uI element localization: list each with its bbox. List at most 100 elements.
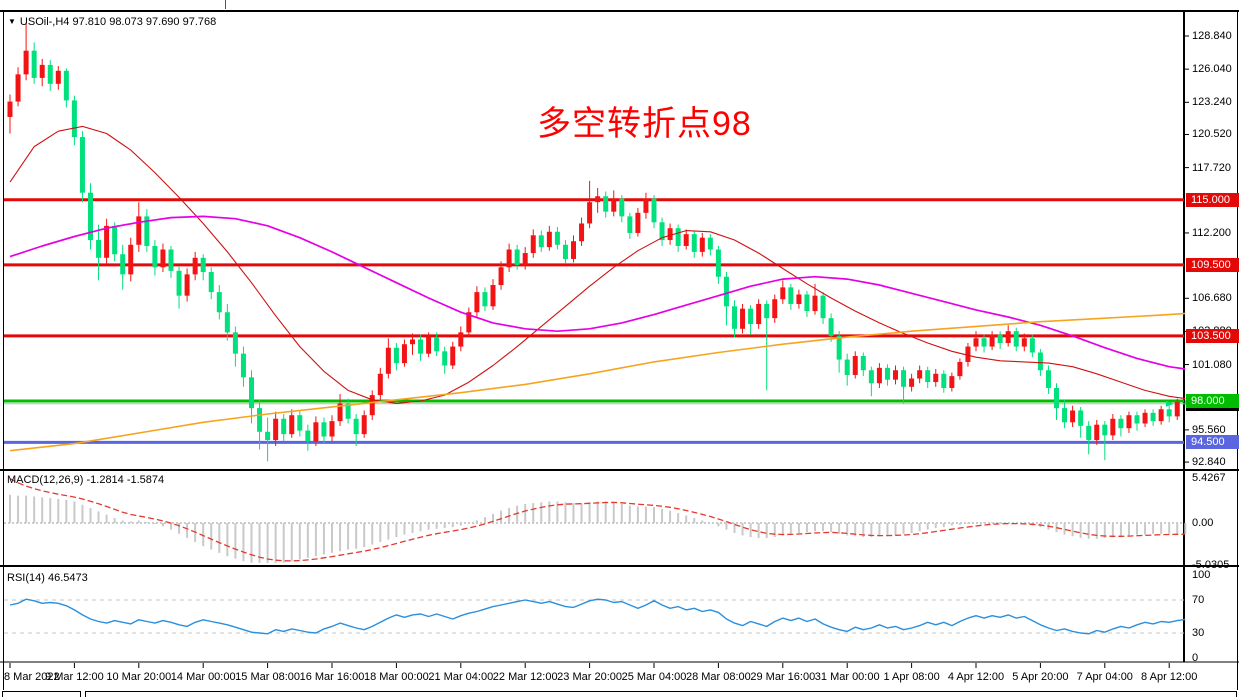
candle	[160, 249, 166, 268]
candle	[474, 292, 480, 313]
macd-axis-label: -5.0305	[1192, 558, 1230, 571]
time-axis-label: 31 Mar 00:00	[814, 671, 880, 683]
candle	[249, 377, 254, 409]
rsi-name: RSI(14)	[7, 572, 45, 584]
candle	[23, 50, 29, 75]
toolbar-divider	[225, 0, 226, 9]
candle	[1045, 370, 1051, 388]
candle	[273, 418, 279, 441]
symbol-header: ▼ USOil-,H4 97.810 98.073 97.690 97.768	[8, 15, 216, 29]
candle	[1150, 412, 1156, 422]
rsi-line	[9, 598, 1186, 635]
candle	[901, 370, 907, 387]
candle	[47, 64, 53, 84]
candle	[329, 421, 335, 437]
macd-axis-label: 0.00	[1192, 517, 1214, 529]
time-axis-label: 4 Apr 12:00	[947, 671, 1005, 683]
candle	[498, 267, 504, 286]
time-axis-label: 8 Apr 12:00	[1141, 671, 1198, 683]
price-tick-label: 126.040	[1192, 63, 1232, 76]
price-tick-label: 123.240	[1192, 96, 1232, 109]
price-tick-label: 128.840	[1192, 30, 1232, 42]
bottom-scroll-strip	[0, 690, 1239, 697]
candle	[546, 231, 552, 248]
candle	[868, 370, 874, 384]
candle	[965, 346, 971, 362]
candle	[884, 367, 890, 380]
macd-signal-line	[9, 478, 1186, 562]
price-tick-label: 120.520	[1192, 128, 1232, 141]
time-axis-label: 23 Mar 20:00	[557, 671, 623, 683]
candle	[39, 64, 45, 78]
candle	[224, 312, 230, 333]
candle	[804, 294, 810, 312]
candle	[715, 249, 721, 277]
candle	[1029, 338, 1035, 353]
candle	[418, 339, 424, 354]
candle	[1078, 410, 1084, 426]
ma-slow-line	[9, 312, 1186, 452]
candle	[377, 373, 383, 396]
candle	[667, 228, 673, 241]
time-axis-label: 1 Apr 08:00	[883, 671, 940, 683]
candle	[522, 253, 528, 265]
candle	[1174, 402, 1180, 417]
candle	[393, 347, 399, 364]
macd-axis-label: 5.4267	[1192, 471, 1226, 484]
window-left-border	[3, 11, 4, 690]
candle	[780, 287, 786, 300]
scrollbar-left-box[interactable]	[2, 691, 81, 697]
macd-values: -1.2814 -1.5874	[86, 474, 165, 486]
candle	[925, 370, 931, 383]
candle	[466, 312, 472, 333]
ma-medium-line	[9, 215, 1186, 370]
candle	[450, 346, 456, 366]
price-level-tag: 115.000	[1186, 192, 1239, 207]
candle	[63, 70, 69, 101]
scrollbar-track[interactable]	[85, 691, 1237, 697]
time-axis-label: 22 Mar 12:00	[492, 671, 558, 683]
candle	[120, 254, 126, 275]
candle	[619, 198, 625, 217]
candle	[240, 353, 246, 378]
candle	[426, 337, 432, 354]
window-right-border	[1237, 11, 1238, 690]
candle	[723, 276, 729, 307]
rsi-axis-label: 70	[1192, 594, 1205, 606]
time-axis-label: 21 Mar 04:00	[428, 671, 494, 683]
candle	[257, 408, 263, 432]
candle	[595, 196, 601, 203]
candle	[659, 222, 665, 241]
candle	[361, 415, 367, 435]
candle	[635, 212, 641, 233]
candle	[321, 422, 327, 437]
candle	[1094, 424, 1100, 441]
candle	[820, 295, 826, 319]
candle	[788, 287, 794, 304]
candle	[15, 74, 21, 102]
candle	[796, 294, 802, 304]
candle	[772, 299, 778, 319]
candle	[981, 338, 987, 347]
candle	[1110, 418, 1116, 436]
candle	[764, 303, 770, 319]
macd-name: MACD(12,26,9)	[7, 474, 84, 486]
candle	[1054, 387, 1059, 409]
candle	[957, 361, 963, 377]
candle	[1118, 418, 1124, 429]
macd-indicator-label: MACD(12,26,9) -1.2814 -1.5874	[7, 474, 164, 487]
candle	[1134, 415, 1140, 424]
candle	[337, 403, 343, 422]
candle	[410, 339, 415, 345]
candle	[281, 418, 287, 435]
candle	[732, 306, 737, 329]
candle	[587, 202, 593, 224]
last-price-marker	[1166, 400, 1174, 407]
rsi-axis-label: 100	[1192, 569, 1211, 582]
chart-dropdown-icon[interactable]: ▼	[8, 17, 16, 26]
chart-annotation-text: 多空转折点98	[537, 105, 752, 143]
candle	[1021, 338, 1027, 347]
candle	[538, 235, 544, 248]
candle	[184, 274, 190, 296]
